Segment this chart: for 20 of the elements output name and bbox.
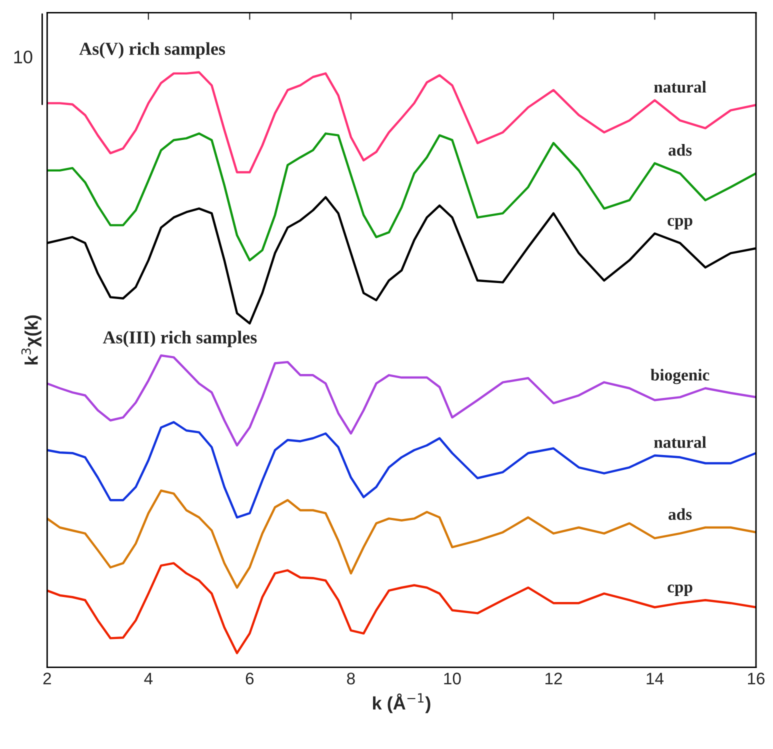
series-label: cpp [668, 218, 692, 230]
x-tick-label: 4 [144, 672, 153, 684]
x-tick-label: 16 [748, 672, 765, 684]
x-tick-label: 6 [246, 672, 254, 684]
text: 10 [14, 50, 32, 64]
annotation: As(III) rich samples [102, 330, 257, 348]
x-tick-label: 14 [646, 672, 664, 684]
x-tick-label: 10 [444, 672, 461, 684]
series-label: natural [654, 436, 706, 448]
series-label: biogenic [650, 368, 710, 384]
x-tick-label: 12 [545, 672, 562, 684]
x-tick-label: 8 [347, 672, 355, 684]
series-label: cpp [668, 584, 692, 596]
series-label: ads [668, 144, 692, 156]
text: As(V) rich samples [79, 42, 226, 59]
series-label: natural [654, 80, 706, 93]
x-tick-label: 2 [43, 672, 51, 684]
y-axis-title: k$^{3}$χ(k) [21, 315, 42, 364]
x-axis-title: k (Å$^{−1}$) [373, 693, 430, 714]
series-label: ads [668, 508, 692, 520]
